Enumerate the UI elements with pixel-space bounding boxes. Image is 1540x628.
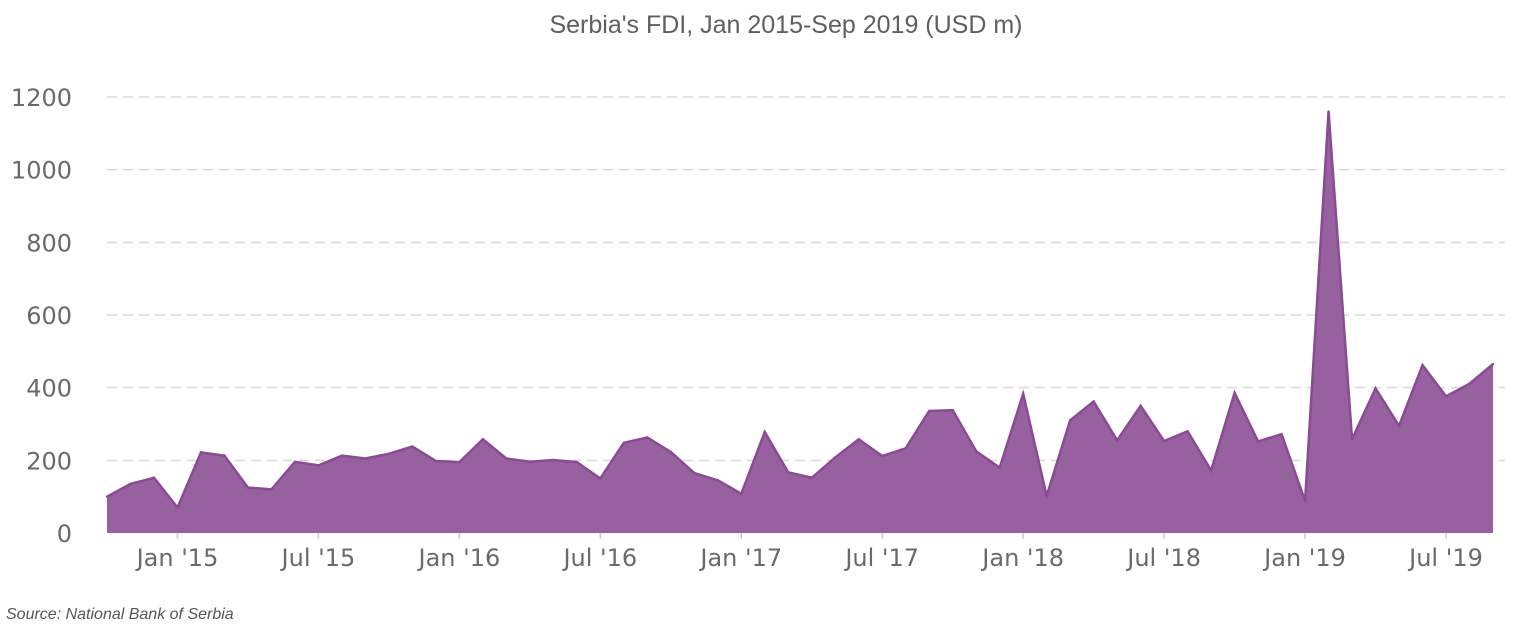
data-point xyxy=(951,408,954,412)
data-point xyxy=(1397,424,1401,428)
data-point xyxy=(857,438,860,441)
y-tick-label: 0 xyxy=(57,520,72,548)
data-point xyxy=(223,454,226,457)
data-point xyxy=(1115,439,1119,442)
data-point xyxy=(317,464,320,467)
data-point xyxy=(740,492,743,495)
data-point xyxy=(834,456,837,459)
x-tick-label: Jan '16 xyxy=(416,544,500,572)
chart-title: Serbia's FDI, Jan 2015-Sep 2019 (USD m) xyxy=(549,11,1022,39)
data-point xyxy=(1491,362,1495,366)
data-point xyxy=(1162,439,1166,443)
data-point xyxy=(105,495,109,498)
data-point xyxy=(810,476,813,479)
data-point xyxy=(481,438,485,441)
data-point xyxy=(1209,469,1213,472)
data-point xyxy=(1468,382,1471,385)
data-point xyxy=(787,471,790,474)
x-tick-label: Jul '18 xyxy=(1125,544,1201,572)
data-point xyxy=(458,460,461,464)
y-tick-label: 1200 xyxy=(11,84,72,112)
x-tick-label: Jul '19 xyxy=(1407,544,1483,572)
series-area xyxy=(106,111,1494,533)
data-point xyxy=(881,454,884,458)
data-point xyxy=(387,452,391,455)
data-point xyxy=(1092,400,1095,403)
data-point xyxy=(599,477,602,480)
data-point xyxy=(763,430,766,434)
data-point xyxy=(1186,430,1189,433)
y-tick-label: 800 xyxy=(26,229,72,257)
x-tick-label: Jan '17 xyxy=(698,544,782,572)
data-point xyxy=(411,445,414,448)
data-point xyxy=(505,457,508,460)
data-point xyxy=(340,454,344,457)
data-point xyxy=(293,460,297,463)
data-point xyxy=(552,458,555,462)
data-point xyxy=(246,486,250,489)
data-point xyxy=(1421,363,1424,367)
x-axis-ticks: Jan '15 Jul '15 Jan '16 Jul '16 Jan '17 Jul '… xyxy=(135,533,1483,572)
data-point xyxy=(364,457,367,460)
data-point xyxy=(1303,499,1307,503)
series-points xyxy=(105,110,1495,509)
gridlines xyxy=(107,96,1505,462)
series-area-fill xyxy=(107,111,1493,533)
data-point xyxy=(1139,404,1142,408)
y-axis-ticks: 0 200 400 600 800 1000 1200 xyxy=(11,84,72,548)
y-tick-label: 1000 xyxy=(11,157,72,185)
data-point xyxy=(1233,391,1236,394)
data-point xyxy=(528,460,532,463)
data-point xyxy=(998,466,1001,469)
data-point xyxy=(199,451,203,454)
data-point xyxy=(129,482,132,486)
y-tick-label: 600 xyxy=(26,302,72,330)
data-point xyxy=(1045,494,1048,498)
data-point xyxy=(1256,440,1260,443)
data-point xyxy=(1374,387,1377,390)
data-point xyxy=(716,479,719,482)
data-point xyxy=(1350,438,1354,441)
x-tick-label: Jan '18 xyxy=(980,544,1064,572)
data-point xyxy=(646,436,649,439)
x-tick-label: Jul '16 xyxy=(561,544,637,572)
data-point xyxy=(693,471,696,475)
data-point xyxy=(1068,419,1072,422)
data-point xyxy=(1280,432,1283,436)
data-point xyxy=(176,506,179,509)
x-tick-label: Jul '17 xyxy=(843,544,919,572)
data-point xyxy=(974,450,978,453)
data-point xyxy=(152,476,156,479)
data-point xyxy=(622,441,626,445)
x-tick-label: Jan '19 xyxy=(1262,544,1346,572)
data-point xyxy=(575,460,579,464)
x-tick-label: Jan '15 xyxy=(135,544,219,572)
data-point xyxy=(270,488,273,491)
data-point xyxy=(1327,110,1330,113)
data-point xyxy=(669,450,672,454)
data-point xyxy=(928,409,931,413)
series-line xyxy=(106,111,1494,511)
data-point xyxy=(1021,392,1025,396)
data-point xyxy=(1444,395,1448,398)
y-tick-label: 400 xyxy=(26,375,72,403)
x-tick-label: Jul '15 xyxy=(280,544,356,572)
data-point xyxy=(434,459,438,463)
source-note: Source: National Bank of Serbia xyxy=(6,606,234,623)
y-tick-label: 200 xyxy=(26,447,72,475)
data-point xyxy=(904,447,907,450)
